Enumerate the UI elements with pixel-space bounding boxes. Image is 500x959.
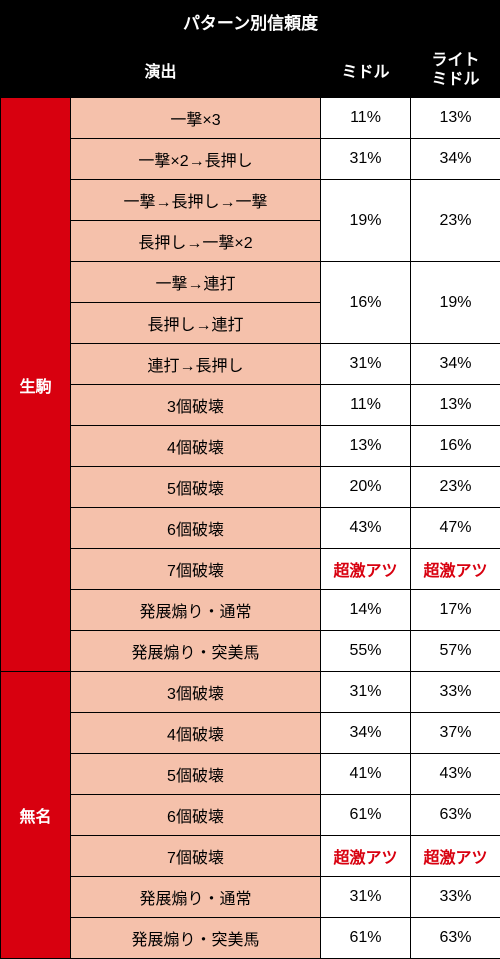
pattern-cell: 6個破壊 bbox=[71, 508, 321, 549]
value-col1: 超激アツ bbox=[321, 549, 411, 590]
value-col2: 57% bbox=[411, 631, 500, 672]
value-col1: 31% bbox=[321, 139, 411, 180]
pattern-cell: 4個破壊 bbox=[71, 713, 321, 754]
category-cell: 生駒 bbox=[1, 98, 71, 672]
header-col1: ミドル bbox=[321, 43, 411, 98]
value-col1: 20% bbox=[321, 467, 411, 508]
value-col1: 13% bbox=[321, 426, 411, 467]
value-col1: 11% bbox=[321, 385, 411, 426]
value-col1: 11% bbox=[321, 98, 411, 139]
value-col2: 17% bbox=[411, 590, 500, 631]
value-col1: 34% bbox=[321, 713, 411, 754]
value-col2: 34% bbox=[411, 344, 500, 385]
value-col2: 13% bbox=[411, 98, 500, 139]
category-cell: 無名 bbox=[1, 672, 71, 959]
value-col2: 16% bbox=[411, 426, 500, 467]
header-col2: ライトミドル bbox=[411, 43, 500, 98]
header-col2-line2: ミドル bbox=[415, 70, 496, 89]
pattern-cell: 7個破壊 bbox=[71, 549, 321, 590]
value-col1: 31% bbox=[321, 344, 411, 385]
value-col2: 34% bbox=[411, 139, 500, 180]
value-col2: 37% bbox=[411, 713, 500, 754]
value-col2: 33% bbox=[411, 672, 500, 713]
pattern-cell: 発展煽り・突美馬 bbox=[71, 631, 321, 672]
pattern-cell: 発展煽り・通常 bbox=[71, 590, 321, 631]
pattern-cell: 長押し→一撃×2 bbox=[71, 221, 321, 262]
value-col1: 14% bbox=[321, 590, 411, 631]
value-col2: 63% bbox=[411, 918, 500, 959]
header-col2-line1: ライト bbox=[415, 51, 496, 70]
value-col2: 33% bbox=[411, 877, 500, 918]
value-col1: 16% bbox=[321, 262, 411, 344]
reliability-table: パターン別信頼度演出ミドルライトミドル生駒一撃×311%13%一撃×2→長押し3… bbox=[0, 0, 500, 959]
pattern-cell: 連打→長押し bbox=[71, 344, 321, 385]
value-col2: 19% bbox=[411, 262, 500, 344]
pattern-cell: 3個破壊 bbox=[71, 672, 321, 713]
value-col1: 超激アツ bbox=[321, 836, 411, 877]
pattern-cell: 一撃→連打 bbox=[71, 262, 321, 303]
value-col1: 41% bbox=[321, 754, 411, 795]
pattern-cell: 一撃×2→長押し bbox=[71, 139, 321, 180]
value-col1: 19% bbox=[321, 180, 411, 262]
value-col2: 43% bbox=[411, 754, 500, 795]
pattern-cell: 3個破壊 bbox=[71, 385, 321, 426]
value-col1: 55% bbox=[321, 631, 411, 672]
table-title: パターン別信頼度 bbox=[1, 1, 500, 43]
pattern-cell: 7個破壊 bbox=[71, 836, 321, 877]
header-col2-stack: ライトミドル bbox=[415, 51, 496, 89]
pattern-cell: 一撃×3 bbox=[71, 98, 321, 139]
pattern-cell: 発展煽り・突美馬 bbox=[71, 918, 321, 959]
value-col2: 超激アツ bbox=[411, 549, 500, 590]
value-col2: 23% bbox=[411, 180, 500, 262]
pattern-cell: 4個破壊 bbox=[71, 426, 321, 467]
value-col1: 31% bbox=[321, 672, 411, 713]
value-col1: 31% bbox=[321, 877, 411, 918]
value-col2: 23% bbox=[411, 467, 500, 508]
value-col2: 47% bbox=[411, 508, 500, 549]
value-col1: 61% bbox=[321, 918, 411, 959]
pattern-cell: 一撃→長押し→一撃 bbox=[71, 180, 321, 221]
pattern-cell: 5個破壊 bbox=[71, 754, 321, 795]
value-col2: 13% bbox=[411, 385, 500, 426]
value-col2: 超激アツ bbox=[411, 836, 500, 877]
pattern-cell: 長押し→連打 bbox=[71, 303, 321, 344]
pattern-cell: 6個破壊 bbox=[71, 795, 321, 836]
pattern-cell: 5個破壊 bbox=[71, 467, 321, 508]
value-col2: 63% bbox=[411, 795, 500, 836]
value-col1: 43% bbox=[321, 508, 411, 549]
pattern-cell: 発展煽り・通常 bbox=[71, 877, 321, 918]
value-col1: 61% bbox=[321, 795, 411, 836]
header-pattern: 演出 bbox=[1, 43, 321, 98]
